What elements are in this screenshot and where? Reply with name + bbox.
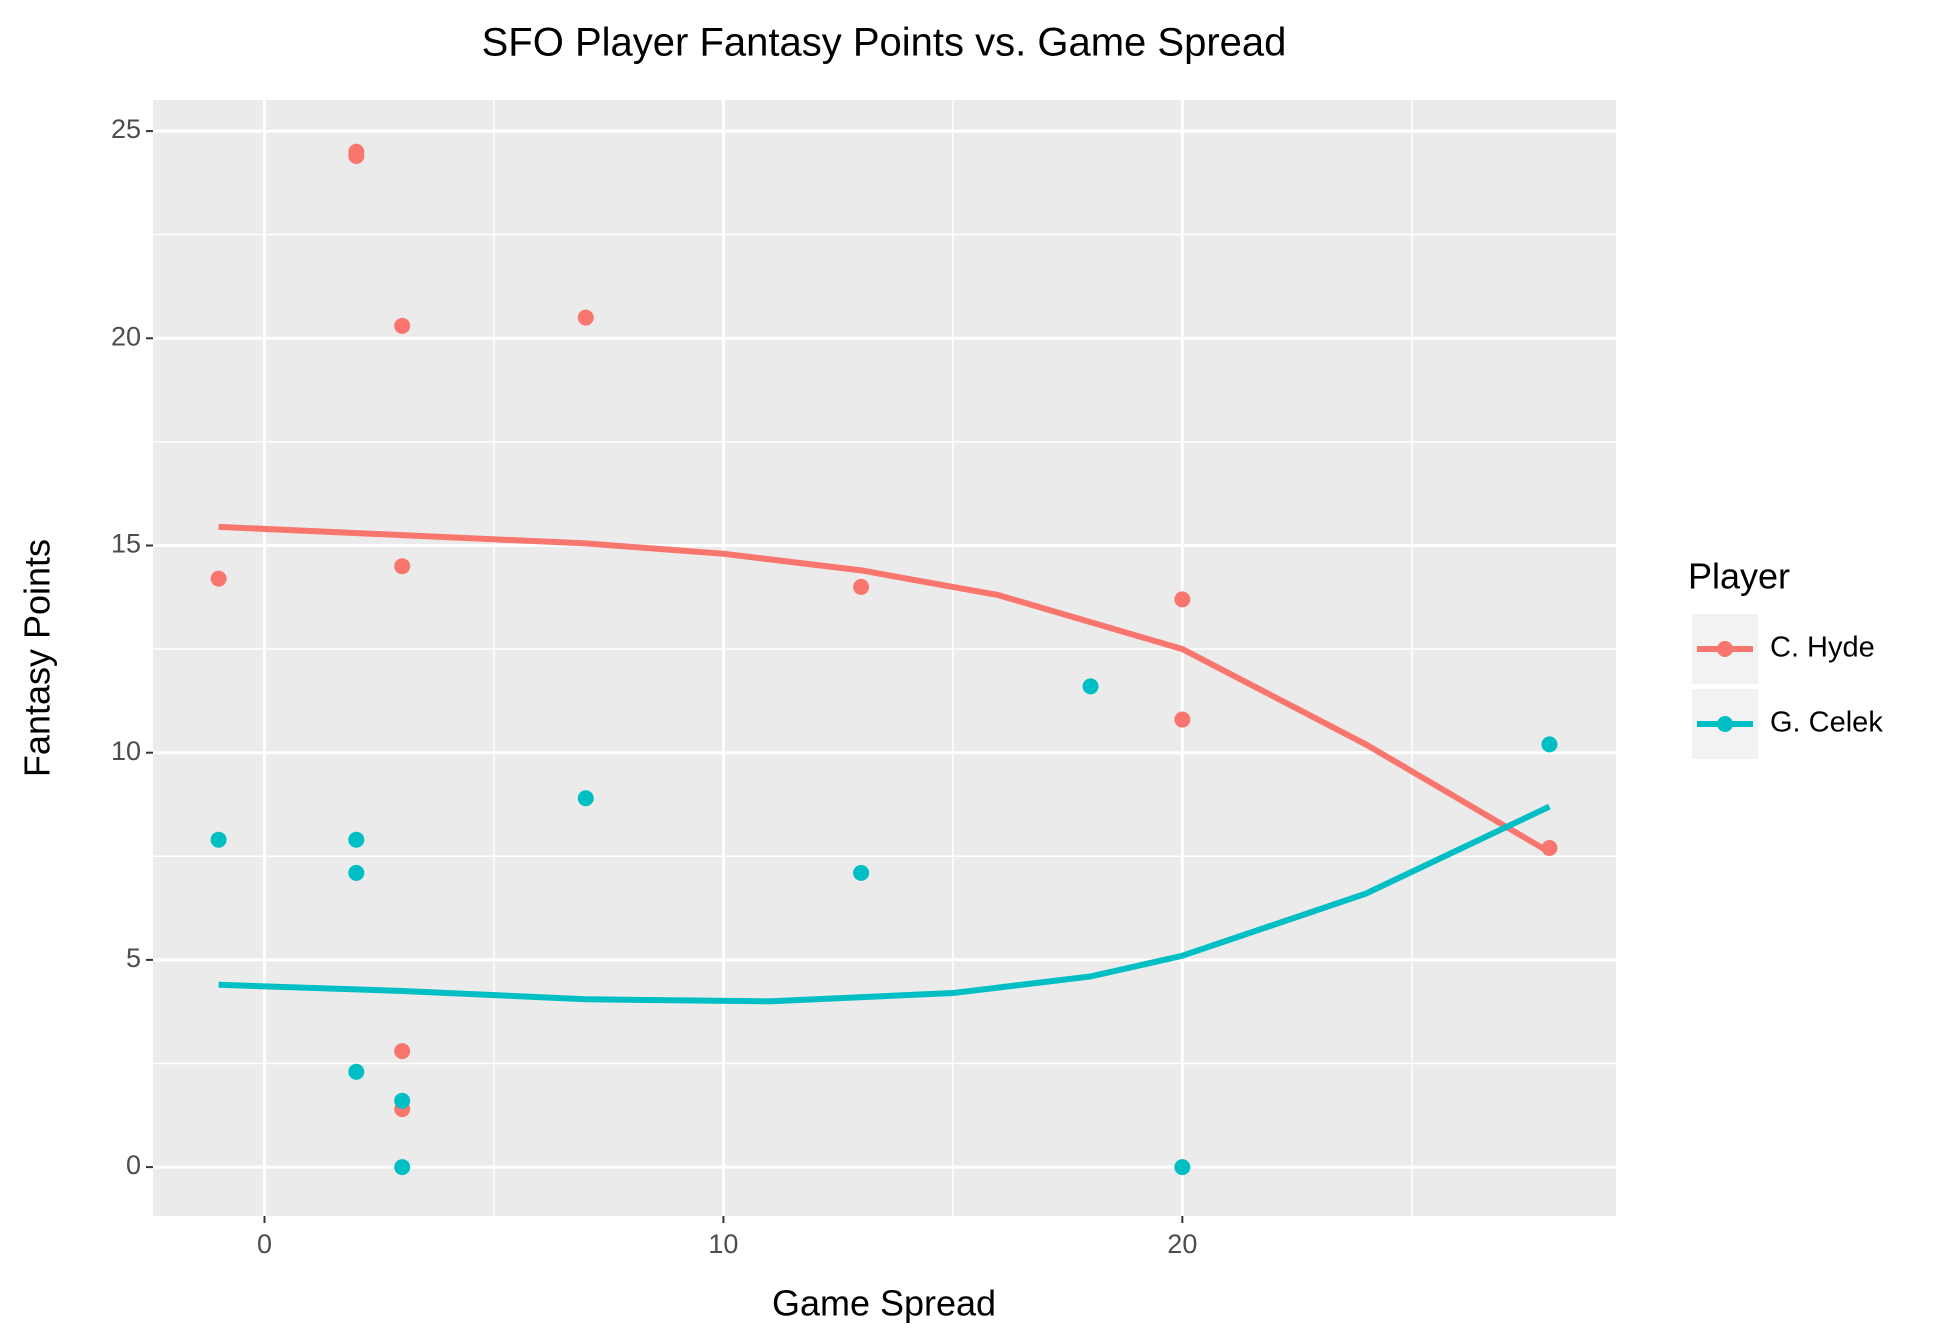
point bbox=[394, 558, 411, 575]
point bbox=[1174, 711, 1191, 728]
point bbox=[853, 578, 870, 595]
y-tick-label: 5 bbox=[126, 943, 141, 973]
point bbox=[348, 147, 365, 164]
y-tick-label: 0 bbox=[126, 1150, 141, 1180]
point bbox=[394, 1092, 411, 1109]
point bbox=[348, 831, 365, 848]
point bbox=[577, 309, 594, 326]
point bbox=[853, 864, 870, 881]
point bbox=[1174, 1159, 1191, 1176]
point bbox=[348, 1063, 365, 1080]
y-tick-label: 15 bbox=[111, 529, 141, 559]
y-tick-label: 10 bbox=[111, 736, 141, 766]
point bbox=[1082, 678, 1099, 695]
x-tick-label: 10 bbox=[708, 1229, 738, 1259]
legend-point bbox=[1717, 641, 1733, 657]
point bbox=[1541, 736, 1558, 753]
chart-title: SFO Player Fantasy Points vs. Game Sprea… bbox=[482, 21, 1287, 65]
point bbox=[1174, 591, 1191, 608]
x-tick-label: 20 bbox=[1167, 1229, 1197, 1259]
trend-line bbox=[218, 803, 1551, 1005]
point bbox=[394, 1043, 411, 1060]
legend-label: C. Hyde bbox=[1770, 632, 1875, 664]
point bbox=[394, 317, 411, 334]
panel bbox=[153, 100, 1616, 1216]
y-axis-title: Fantasy Points bbox=[17, 539, 58, 777]
point bbox=[210, 831, 227, 848]
legend-label: G. Celek bbox=[1770, 707, 1883, 739]
point bbox=[577, 790, 594, 807]
x-axis-title: Game Spread bbox=[772, 1283, 996, 1324]
y-tick-label: 25 bbox=[111, 114, 141, 144]
point bbox=[394, 1159, 411, 1176]
x-tick-label: 0 bbox=[257, 1229, 272, 1259]
legend-title: Player bbox=[1688, 556, 1790, 597]
point bbox=[348, 864, 365, 881]
y-tick-label: 20 bbox=[111, 321, 141, 351]
point bbox=[210, 570, 227, 587]
trend-line bbox=[218, 523, 1551, 855]
legend-point bbox=[1717, 716, 1733, 732]
